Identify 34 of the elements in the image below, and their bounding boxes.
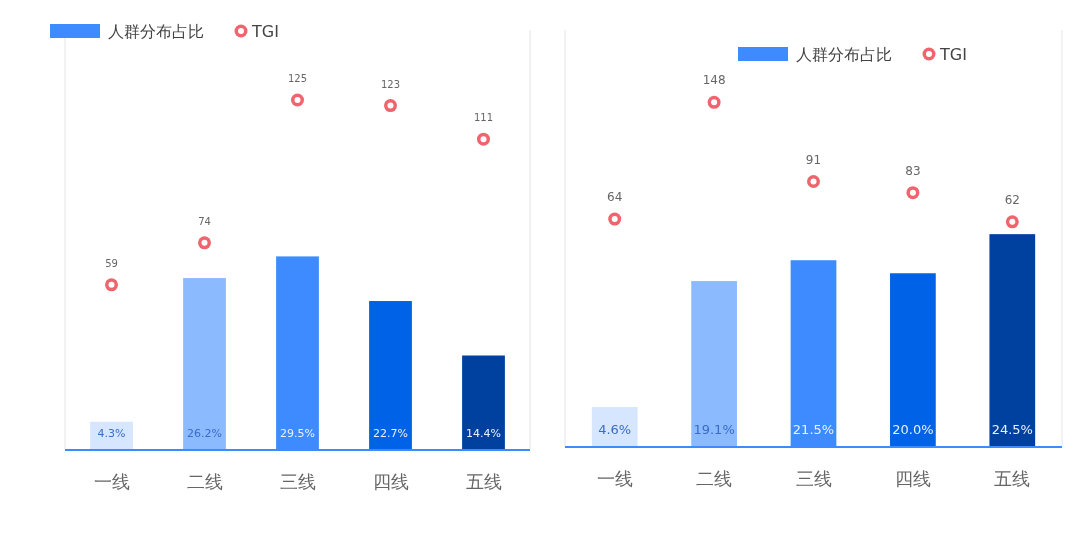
data-label: 123 [380,78,401,90]
x-tick-label: 三线 [795,468,832,489]
x-tick-label: 二线 [696,468,733,489]
data-label: 29.5% [280,427,315,440]
data-label: 4.3% [97,427,126,440]
legend-label: TGI [251,22,279,41]
x-tick-label: 四线 [372,471,409,492]
data-label: 62 [1004,192,1020,207]
legend-label: 人群分布占比 [796,45,892,64]
data-label: 91 [805,152,822,167]
x-tick-label: 四线 [894,468,931,489]
legend-label: TGI [939,45,967,64]
x-tick-label: 三线 [279,471,316,492]
data-label: 4.6% [598,422,632,437]
data-label: 64 [607,190,623,205]
data-label: 21.5% [792,422,835,437]
data-label: 19.1% [693,422,735,437]
data-label: 24.5% [991,422,1033,437]
data-label: 22.7% [373,427,408,440]
data-label: 111 [473,112,494,124]
data-label: 148 [702,73,726,88]
data-label: 26.2% [187,427,222,440]
x-tick-label: 五线 [465,471,502,492]
x-tick-label: 一线 [596,468,633,489]
x-tick-label: 一线 [93,471,130,492]
data-label: 59 [105,257,118,269]
data-label: 83 [905,163,921,178]
data-label: 14.4% [466,427,501,440]
legend-label: 人群分布占比 [108,22,204,41]
x-tick-label: 五线 [994,468,1031,489]
data-label: 20.0% [892,422,934,437]
data-label: 74 [198,215,211,227]
data-label: 125 [287,73,308,84]
x-tick-label: 二线 [186,471,223,492]
